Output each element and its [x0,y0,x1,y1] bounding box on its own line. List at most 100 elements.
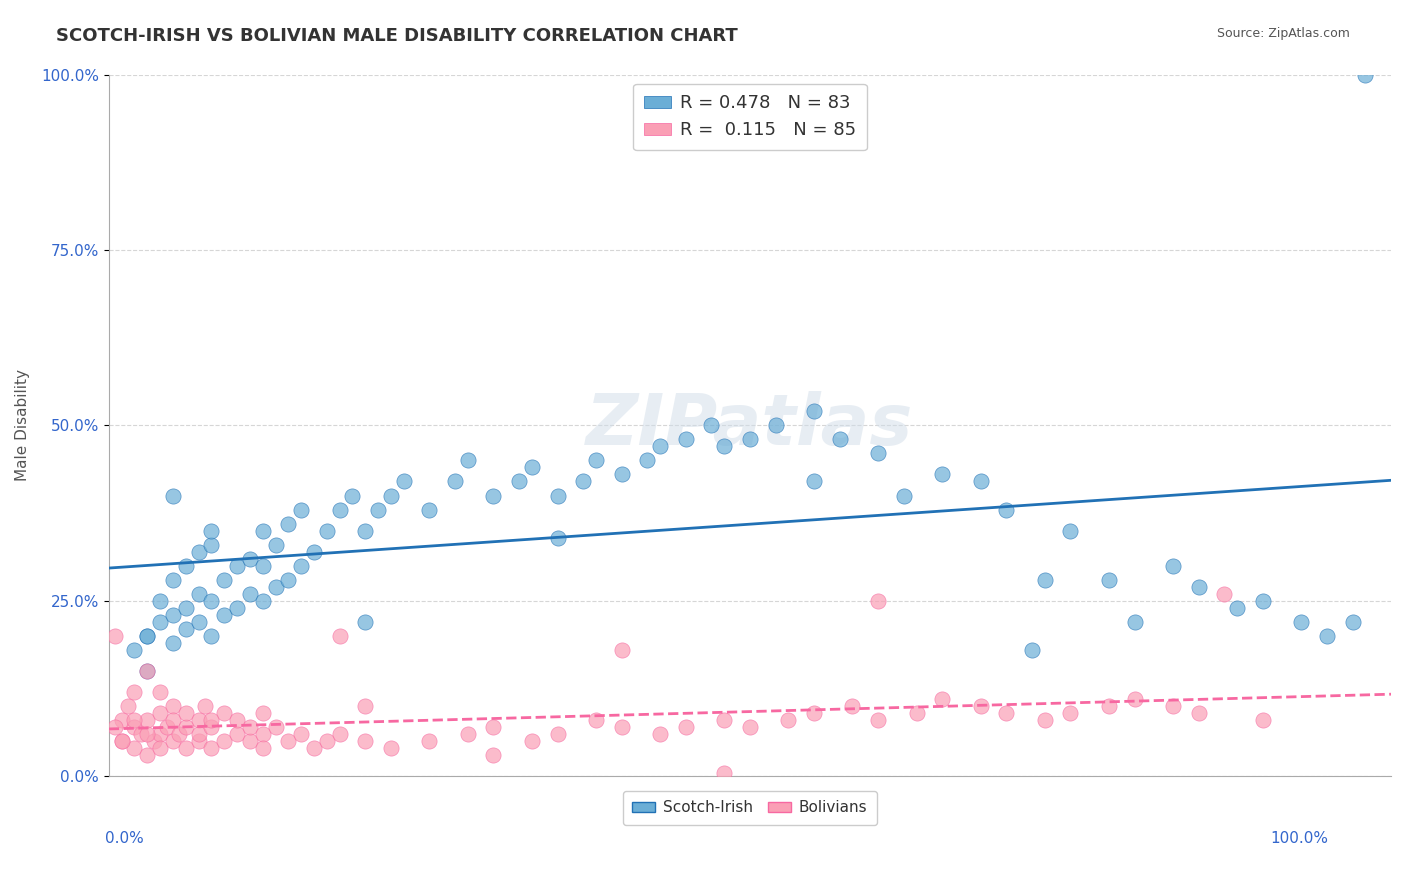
Point [162,734,184,748]
Point [1098,573,1121,587]
Point [1161,698,1184,713]
Point [136,713,159,727]
Point [226,558,249,573]
Point [315,524,337,538]
Point [277,573,299,587]
Point [1033,713,1056,727]
Point [187,587,209,601]
Point [252,558,274,573]
Point [1123,615,1146,629]
Point [290,558,312,573]
Point [124,741,146,756]
Text: Source: ZipAtlas.com: Source: ZipAtlas.com [1216,27,1350,40]
Point [650,727,672,741]
Point [1251,593,1274,607]
Point [713,765,735,780]
Text: SCOTCH-IRISH VS BOLIVIAN MALE DISABILITY CORRELATION CHART: SCOTCH-IRISH VS BOLIVIAN MALE DISABILITY… [56,27,738,45]
Point [200,713,222,727]
Point [174,622,197,636]
Point [803,475,825,489]
Point [354,524,377,538]
Point [169,727,191,741]
Point [803,706,825,720]
Point [354,734,377,748]
Point [239,551,262,566]
Point [675,720,697,734]
Point [194,698,217,713]
Point [277,516,299,531]
Point [239,734,262,748]
Point [155,720,177,734]
Point [713,439,735,453]
Point [200,629,222,643]
Point [418,734,440,748]
Point [162,573,184,587]
Point [354,615,377,629]
Point [315,734,337,748]
Point [1226,600,1249,615]
Point [124,720,146,734]
Point [1354,68,1376,82]
Point [380,741,402,756]
Y-axis label: Male Disability: Male Disability [15,369,30,482]
Point [868,446,890,460]
Point [252,727,274,741]
Point [547,489,569,503]
Point [367,502,389,516]
Point [329,502,352,516]
Point [124,713,146,727]
Point [1341,615,1364,629]
Point [868,593,890,607]
Point [111,713,134,727]
Point [970,475,993,489]
Text: 0.0%: 0.0% [105,831,145,846]
Point [1188,580,1211,594]
Point [187,734,209,748]
Point [1059,524,1081,538]
Point [778,713,800,727]
Point [124,685,146,699]
Point [342,489,364,503]
Legend: Scotch-Irish, Bolivians: Scotch-Irish, Bolivians [623,791,876,825]
Point [636,453,658,467]
Point [700,418,723,433]
Point [302,741,325,756]
Point [1021,643,1043,657]
Point [264,580,287,594]
Point [239,587,262,601]
Point [187,713,209,727]
Point [142,734,165,748]
Point [457,453,479,467]
Point [893,489,915,503]
Point [380,489,402,503]
Point [572,475,595,489]
Point [200,593,222,607]
Point [931,467,953,482]
Point [226,600,249,615]
Point [226,727,249,741]
Point [354,698,377,713]
Point [149,685,172,699]
Point [547,531,569,545]
Point [650,439,672,453]
Point [290,727,312,741]
Point [329,727,352,741]
Point [675,433,697,447]
Point [610,720,633,734]
Point [187,615,209,629]
Point [136,629,159,643]
Point [482,720,505,734]
Point [520,460,543,475]
Point [212,573,235,587]
Text: ZIPatlas: ZIPatlas [586,391,914,460]
Text: 100.0%: 100.0% [1271,831,1329,846]
Point [970,698,993,713]
Point [457,727,479,741]
Point [1059,706,1081,720]
Point [713,713,735,727]
Point [585,453,607,467]
Point [1123,692,1146,706]
Point [1251,713,1274,727]
Point [264,720,287,734]
Point [162,607,184,622]
